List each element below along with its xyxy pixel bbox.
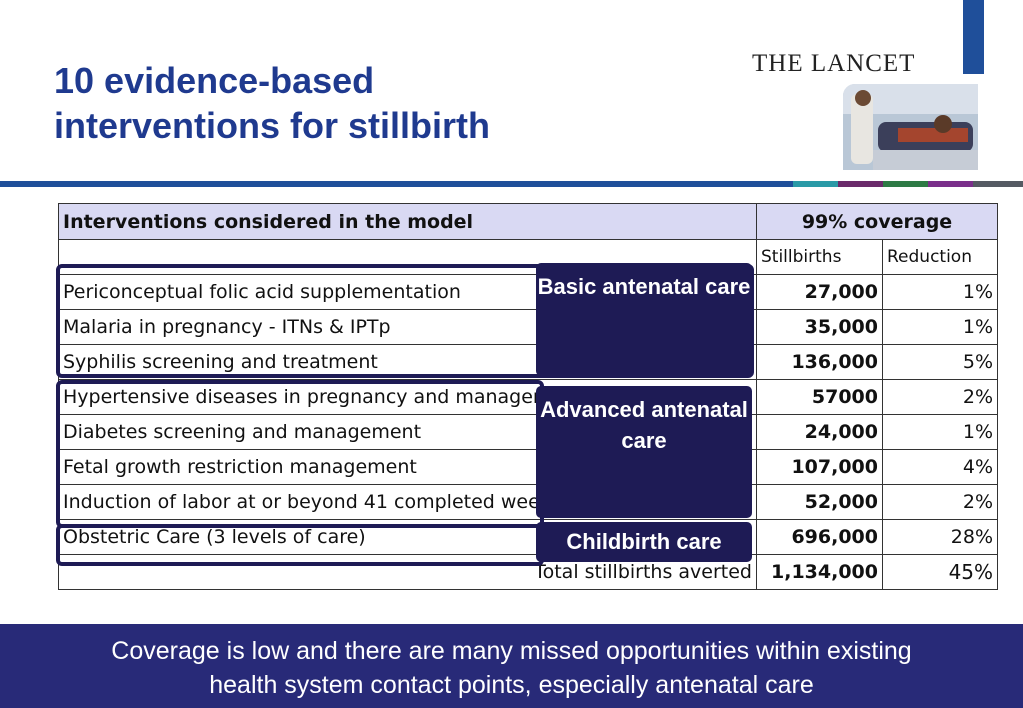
interventions-table: Interventions considered in the model 99… [58,203,999,590]
reduction-cell: 2% [881,484,999,520]
table-row: Fetal growth restriction management 107,… [58,449,999,485]
stillbirths-cell: 107,000 [756,449,883,485]
table-row: Obstetric Care (3 levels of care) 696,00… [58,519,999,555]
footer-line-1: Coverage is low and there are many misse… [111,637,912,665]
divider-seg-teal [793,181,838,187]
stillbirths-cell: 136,000 [756,344,883,380]
reduction-cell: 1% [881,274,999,310]
patient-care-photo-icon [843,84,978,170]
advanced-antenatal-callout: Advanced antenatal care [536,386,752,518]
subheader-reduction: Reduction [881,239,999,275]
reduction-cell: 5% [881,344,999,380]
total-stillbirths: 1,134,000 [756,554,883,590]
total-reduction: 45% [881,554,999,590]
title-line-2: interventions for stillbirth [54,105,491,146]
reduction-cell: 1% [881,414,999,450]
header-coverage: 99% coverage [755,203,999,240]
table-total-row: Total stillbirths averted 1,134,000 45% [58,554,999,590]
stillbirths-cell: 52,000 [756,484,883,520]
stillbirths-cell: 24,000 [756,414,883,450]
table-row: Periconceptual folic acid supplementatio… [58,274,999,310]
slide-title: 10 evidence-based interventions for stil… [54,58,614,148]
table-subheader-row: Stillbirths Reduction [58,239,999,275]
footer-line-2: health system contact points, especially… [209,671,814,699]
table-header-row: Interventions considered in the model 99… [58,203,999,240]
footer-banner: Coverage is low and there are many misse… [0,624,1023,708]
top-accent-bar [963,0,984,74]
reduction-cell: 2% [881,379,999,415]
stillbirths-cell: 696,000 [756,519,883,555]
title-line-1: 10 evidence-based [54,60,375,101]
divider-seg-grey [973,181,1023,187]
subheader-stillbirths: Stillbirths [756,239,883,275]
table-row: Malaria in pregnancy - ITNs & IPTp 35,00… [58,309,999,345]
divider-seg-green [883,181,928,187]
stillbirths-cell: 57000 [756,379,883,415]
reduction-cell: 28% [881,519,999,555]
stillbirths-cell: 27,000 [756,274,883,310]
table-row: Induction of labor at or beyond 41 compl… [58,484,999,520]
reduction-cell: 4% [881,449,999,485]
reduction-cell: 1% [881,309,999,345]
childbirth-callout: Childbirth care [536,522,752,562]
table-row: Hypertensive diseases in pregnancy and m… [58,379,999,415]
header-interventions: Interventions considered in the model [58,203,757,240]
header-divider [0,181,793,187]
lancet-logo: THE LANCET [752,50,916,77]
stillbirths-cell: 35,000 [756,309,883,345]
table-row: Diabetes screening and management 24,000… [58,414,999,450]
basic-antenatal-callout: Basic antenatal care [536,263,752,376]
divider-seg-purple [928,181,973,187]
table-row: Syphilis screening and treatment 136,000… [58,344,999,380]
divider-seg-plum [838,181,883,187]
